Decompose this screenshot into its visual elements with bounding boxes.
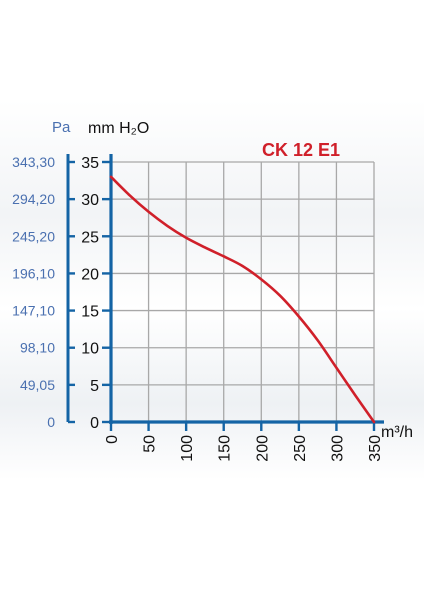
series-line (109, 175, 376, 424)
x-tick-label: 100 (179, 435, 196, 462)
y-tick-label: 10 (81, 341, 99, 358)
y-tick-label: 25 (81, 229, 99, 246)
x-tick-label: 350 (367, 435, 384, 462)
pa-tick-label: 0 (47, 414, 55, 430)
y-tick-label: 0 (90, 415, 99, 432)
pa-tick-label: 343,30 (12, 154, 55, 170)
pa-tick-label: 196,10 (12, 265, 55, 281)
y-tick-label: 35 (81, 155, 99, 172)
pa-tick-label: 49,05 (20, 377, 55, 393)
curve-layer (109, 175, 376, 424)
x-axis-title: m³/h (381, 424, 413, 441)
x-tick-label: 200 (254, 435, 271, 462)
labels: 05101520253035049,0598,10147,10196,10245… (12, 119, 413, 462)
y-tick-label: 30 (81, 192, 99, 209)
x-tick-label: 150 (217, 435, 234, 462)
axes (66, 154, 384, 431)
x-tick-label: 300 (329, 435, 346, 462)
y-tick-label: 5 (90, 378, 99, 395)
grid (111, 161, 375, 422)
background-wash (0, 100, 424, 480)
x-tick-label: 0 (104, 435, 121, 444)
y-axis-title: mm H₂O (88, 120, 149, 137)
pa-tick-label: 147,10 (12, 303, 55, 319)
pa-tick-label: 98,10 (20, 340, 55, 356)
x-tick-label: 50 (142, 435, 159, 453)
chart-title: CK 12 E1 (262, 140, 340, 160)
pa-axis-title: Pa (52, 119, 71, 136)
y-tick-label: 15 (81, 304, 99, 321)
pa-tick-label: 294,20 (12, 191, 55, 207)
y-tick-label: 20 (81, 266, 99, 283)
x-tick-label: 250 (292, 435, 309, 462)
pa-tick-label: 245,20 (12, 228, 55, 244)
